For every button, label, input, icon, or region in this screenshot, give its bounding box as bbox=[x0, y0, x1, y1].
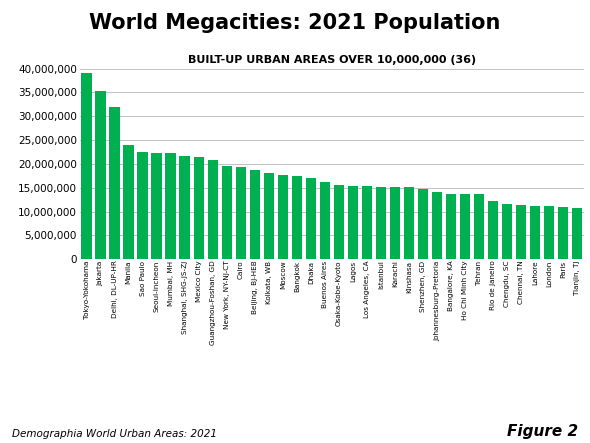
Bar bbox=[445, 194, 456, 259]
Text: World Megacities: 2021 Population: World Megacities: 2021 Population bbox=[89, 13, 501, 33]
Bar bbox=[320, 182, 330, 259]
Bar bbox=[572, 208, 582, 259]
Bar bbox=[165, 154, 176, 259]
Bar bbox=[544, 206, 555, 259]
Bar bbox=[123, 145, 134, 259]
Text: Figure 2: Figure 2 bbox=[507, 424, 578, 439]
Bar bbox=[152, 152, 162, 259]
Bar bbox=[432, 192, 442, 259]
Bar bbox=[306, 178, 316, 259]
Bar bbox=[376, 187, 386, 259]
Bar bbox=[264, 173, 274, 259]
Bar bbox=[96, 91, 106, 259]
Bar bbox=[530, 206, 540, 259]
Bar bbox=[221, 166, 232, 259]
Bar bbox=[516, 205, 526, 259]
Bar bbox=[194, 157, 204, 259]
Bar bbox=[348, 186, 358, 259]
Bar bbox=[474, 194, 484, 259]
Bar bbox=[418, 189, 428, 259]
Bar bbox=[362, 186, 372, 259]
Bar bbox=[558, 207, 568, 259]
Text: Demographia World Urban Areas: 2021: Demographia World Urban Areas: 2021 bbox=[12, 428, 217, 439]
Bar bbox=[235, 167, 246, 259]
Bar bbox=[291, 176, 302, 259]
Bar bbox=[109, 107, 120, 259]
Bar bbox=[137, 152, 148, 259]
Bar bbox=[488, 201, 499, 259]
Title: BUILT-UP URBAN AREAS OVER 10,000,000 (36): BUILT-UP URBAN AREAS OVER 10,000,000 (36… bbox=[188, 55, 476, 65]
Bar bbox=[81, 73, 92, 259]
Bar bbox=[502, 204, 512, 259]
Bar bbox=[404, 187, 414, 259]
Bar bbox=[179, 156, 190, 259]
Bar bbox=[389, 187, 400, 259]
Bar bbox=[333, 185, 344, 259]
Bar bbox=[250, 170, 260, 259]
Bar bbox=[277, 175, 288, 259]
Bar bbox=[208, 159, 218, 259]
Bar bbox=[460, 194, 470, 259]
